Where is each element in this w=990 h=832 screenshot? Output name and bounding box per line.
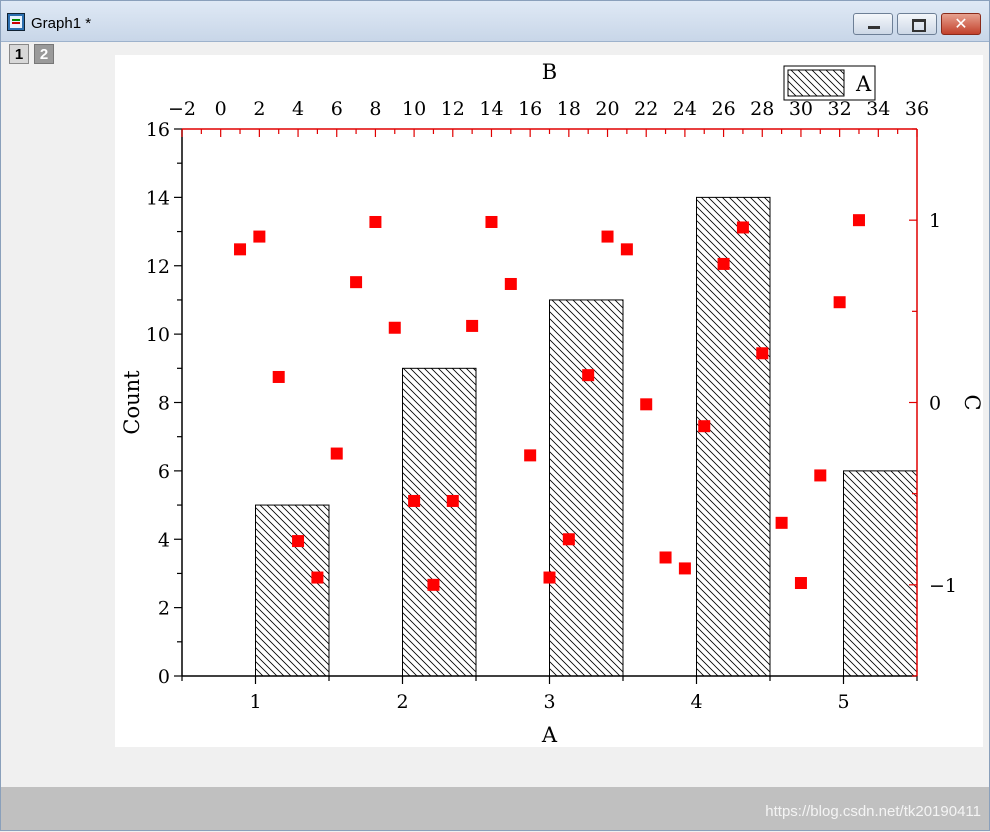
scatter-point: [272, 370, 285, 383]
x-tick-label-top: 14: [479, 98, 503, 120]
x-tick-label-top: 12: [441, 98, 465, 120]
layer-tab-2[interactable]: 2: [34, 44, 54, 64]
y-tick-label-left: 2: [158, 598, 170, 620]
x-tick-label-top: 16: [518, 98, 542, 120]
scatter-point: [852, 214, 865, 227]
scatter-point: [543, 571, 556, 584]
y-tick-label-left: 0: [158, 666, 170, 688]
y-tick-label-right: −1: [929, 575, 957, 597]
y-tick-label-left: 14: [146, 187, 170, 209]
x-tick-label-top: 24: [673, 98, 697, 120]
legend-label: A: [855, 72, 872, 96]
x-tick-label-top: 28: [750, 98, 774, 120]
y-axis-label-left: Count: [120, 370, 144, 435]
close-icon: ✕: [954, 14, 968, 33]
watermark: https://blog.csdn.net/tk20190411: [765, 803, 981, 820]
scatter-point: [350, 276, 363, 289]
scatter-point: [311, 571, 324, 584]
scatter-point: [330, 447, 343, 460]
status-bar: [1, 787, 989, 830]
scatter-point: [485, 215, 498, 228]
scatter-point: [736, 221, 749, 234]
y-tick-label-left: 10: [146, 324, 170, 346]
bar-series: [255, 196, 918, 677]
x-tick-label-top: 2: [253, 98, 265, 120]
scatter-point: [582, 369, 595, 382]
scatter-point: [369, 215, 382, 228]
x-tick-label-top: 30: [789, 98, 813, 120]
x-tick-label-bottom: 4: [690, 691, 702, 713]
minimize-button[interactable]: [853, 13, 893, 35]
scatter-point: [427, 578, 440, 591]
y-tick-label-left: 12: [146, 256, 170, 278]
legend-swatch: [787, 69, 845, 97]
scatter-point: [234, 243, 247, 256]
scatter-point: [775, 516, 788, 529]
x-tick-label-top: 0: [215, 98, 227, 120]
scatter-point: [756, 347, 769, 360]
x-tick-label-top: 22: [634, 98, 658, 120]
x-tick-label-top: 18: [557, 98, 581, 120]
x-tick-label-top: 8: [369, 98, 381, 120]
x-tick-label-top: 32: [828, 98, 852, 120]
bar: [696, 196, 771, 677]
scatter-point: [562, 533, 575, 546]
scatter-point: [678, 562, 691, 575]
legend[interactable]: A: [783, 65, 876, 101]
x-tick-label-top: 34: [866, 98, 890, 120]
scatter-point: [388, 321, 401, 334]
bar: [549, 299, 624, 677]
x-tick-label-bottom: 5: [837, 691, 849, 713]
x-tick-label-top: 10: [402, 98, 426, 120]
scatter-point: [794, 577, 807, 590]
x-tick-label-top: 6: [331, 98, 343, 120]
title-bar[interactable]: Graph1 * ✕: [1, 1, 989, 42]
scatter-point: [524, 449, 537, 462]
scatter-point: [504, 277, 517, 290]
y-tick-label-left: 4: [158, 529, 170, 551]
x-tick-label-top: −2: [168, 98, 196, 120]
scatter-point: [446, 494, 459, 507]
x-tick-label-top: 4: [292, 98, 304, 120]
y-tick-label-left: 6: [158, 461, 170, 483]
x-tick-label-bottom: 2: [396, 691, 408, 713]
window-title: Graph1 *: [31, 15, 92, 32]
x-axis-label-bottom: A: [541, 723, 558, 747]
y-axis-label-right: C: [960, 394, 984, 410]
bar: [255, 504, 330, 677]
y-tick-label-right: 1: [929, 210, 941, 232]
scatter-point: [698, 420, 711, 433]
scatter-point: [717, 257, 730, 270]
x-tick-label-top: 36: [905, 98, 929, 120]
maximize-button[interactable]: [897, 13, 937, 35]
close-button[interactable]: ✕: [941, 13, 981, 35]
scatter-point: [620, 243, 633, 256]
x-tick-label-top: 20: [595, 98, 619, 120]
layer-tab-1[interactable]: 1: [9, 44, 29, 64]
x-tick-label-bottom: 1: [249, 691, 261, 713]
x-tick-label-bottom: 3: [543, 691, 555, 713]
scatter-point: [833, 296, 846, 309]
y-tick-label-left: 16: [146, 119, 170, 141]
scatter-point: [659, 551, 672, 564]
scatter-point: [292, 535, 305, 548]
scatter-point: [640, 398, 653, 411]
scatter-point: [814, 469, 827, 482]
graph-window-icon: [7, 13, 25, 31]
scatter-point: [253, 230, 266, 243]
y-tick-label-left: 8: [158, 393, 170, 415]
scatter-point: [408, 494, 421, 507]
bar: [402, 367, 477, 677]
scatter-series: [234, 214, 865, 591]
scatter-point: [601, 230, 614, 243]
x-tick-label-top: 26: [711, 98, 735, 120]
x-axis-label-top: B: [542, 60, 557, 84]
bar: [843, 470, 918, 677]
scatter-point: [466, 319, 479, 332]
y-tick-label-right: 0: [929, 393, 941, 415]
